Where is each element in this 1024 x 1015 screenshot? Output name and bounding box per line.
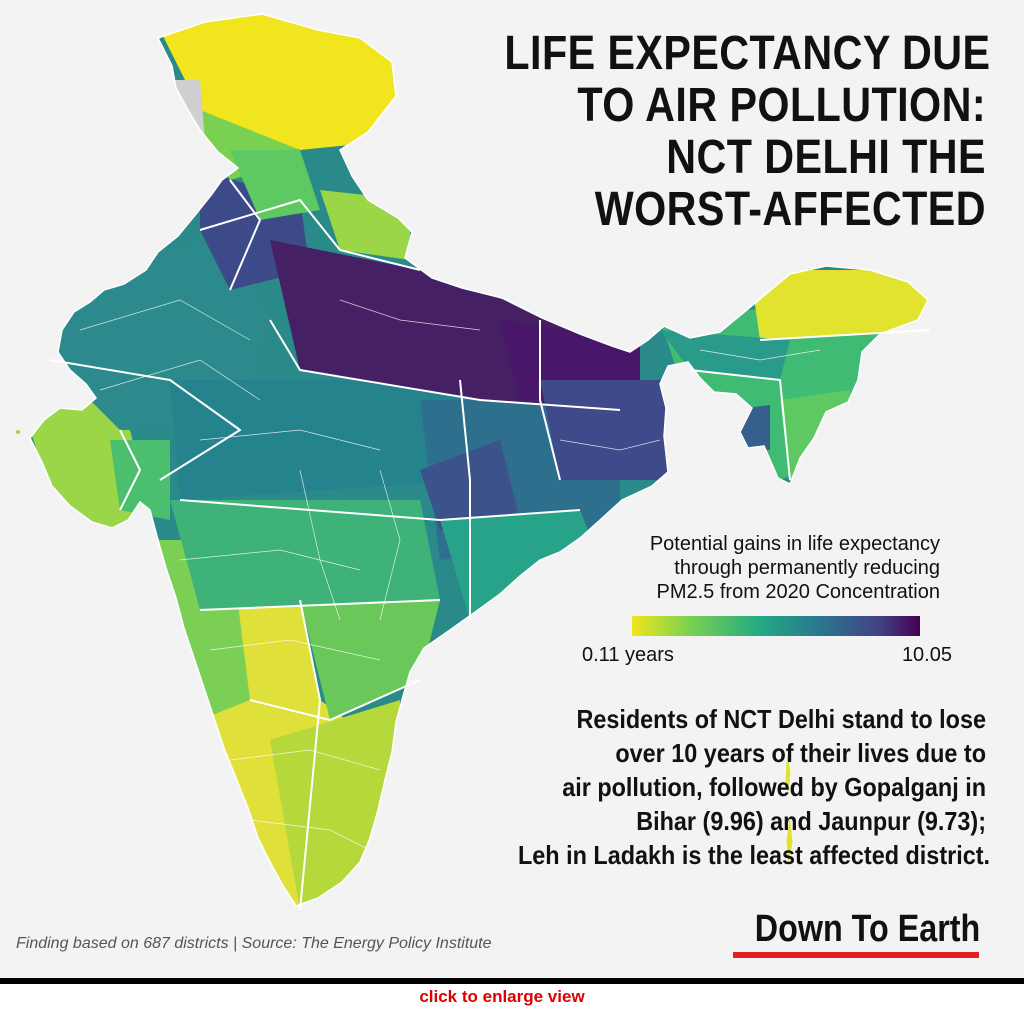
finding-line-5: Leh in Ladakh is the least affected dist… [518, 840, 991, 870]
finding-line-4: Bihar (9.96) and Jaunpur (9.73); [636, 806, 986, 836]
region-deccan [170, 500, 440, 610]
legend-title: Potential gains in life expectancy throu… [590, 532, 940, 604]
legend-max-label: 10.05 [901, 644, 952, 666]
legend-title-line-1: Potential gains in life expectancy [649, 533, 940, 555]
headline-line-4: WORST-AFFECTED [594, 183, 986, 236]
key-finding-text: Residents of NCT Delhi stand to lose ove… [518, 702, 991, 872]
legend-title-line-2: through permanently reducing [674, 557, 940, 579]
district-boundaries [79, 299, 821, 851]
brand-logo-underline [733, 952, 979, 958]
region-jharkhand-bengal [540, 380, 670, 480]
bottom-divider [0, 978, 1024, 984]
enlarge-view-link[interactable]: click to enlarge view [419, 987, 585, 1006]
headline: LIFE EXPECTANCY DUE TO AIR POLLUTION: NC… [504, 27, 991, 236]
finding-line-2: over 10 years of their lives due to [615, 738, 986, 768]
region-himachal [230, 150, 320, 220]
finding-line-1: Residents of NCT Delhi stand to lose [576, 704, 986, 734]
island-andaman [784, 751, 792, 799]
legend-min-label: 0.11 years [582, 644, 674, 666]
headline-line-1: LIFE EXPECTANCY DUE [504, 27, 991, 80]
legend-color-bar [632, 616, 920, 636]
headline-line-3: NCT DELHI THE [666, 131, 986, 184]
region-madhya-pradesh [170, 380, 470, 500]
region-arunachal [750, 270, 928, 340]
region-andhra [300, 600, 440, 720]
island-nicobar [785, 814, 794, 869]
finding-line-3: air pollution, followed by Gopalganj in [562, 772, 986, 802]
source-footnote: Finding based on 687 districts | Source:… [16, 935, 492, 952]
india-district-map [16, 13, 931, 911]
island-lakshadweep [16, 430, 20, 434]
state-boundaries [49, 179, 931, 911]
brand-logo: Down To Earth [754, 908, 980, 950]
region-ladakh [150, 14, 400, 150]
region-odisha [440, 510, 600, 620]
infographic-poster: LIFE EXPECTANCY DUE TO AIR POLLUTION: NC… [0, 0, 1024, 978]
legend-title-line-3: PM2.5 from 2020 Concentration [656, 581, 941, 603]
headline-line-2: TO AIR POLLUTION: [577, 79, 986, 132]
